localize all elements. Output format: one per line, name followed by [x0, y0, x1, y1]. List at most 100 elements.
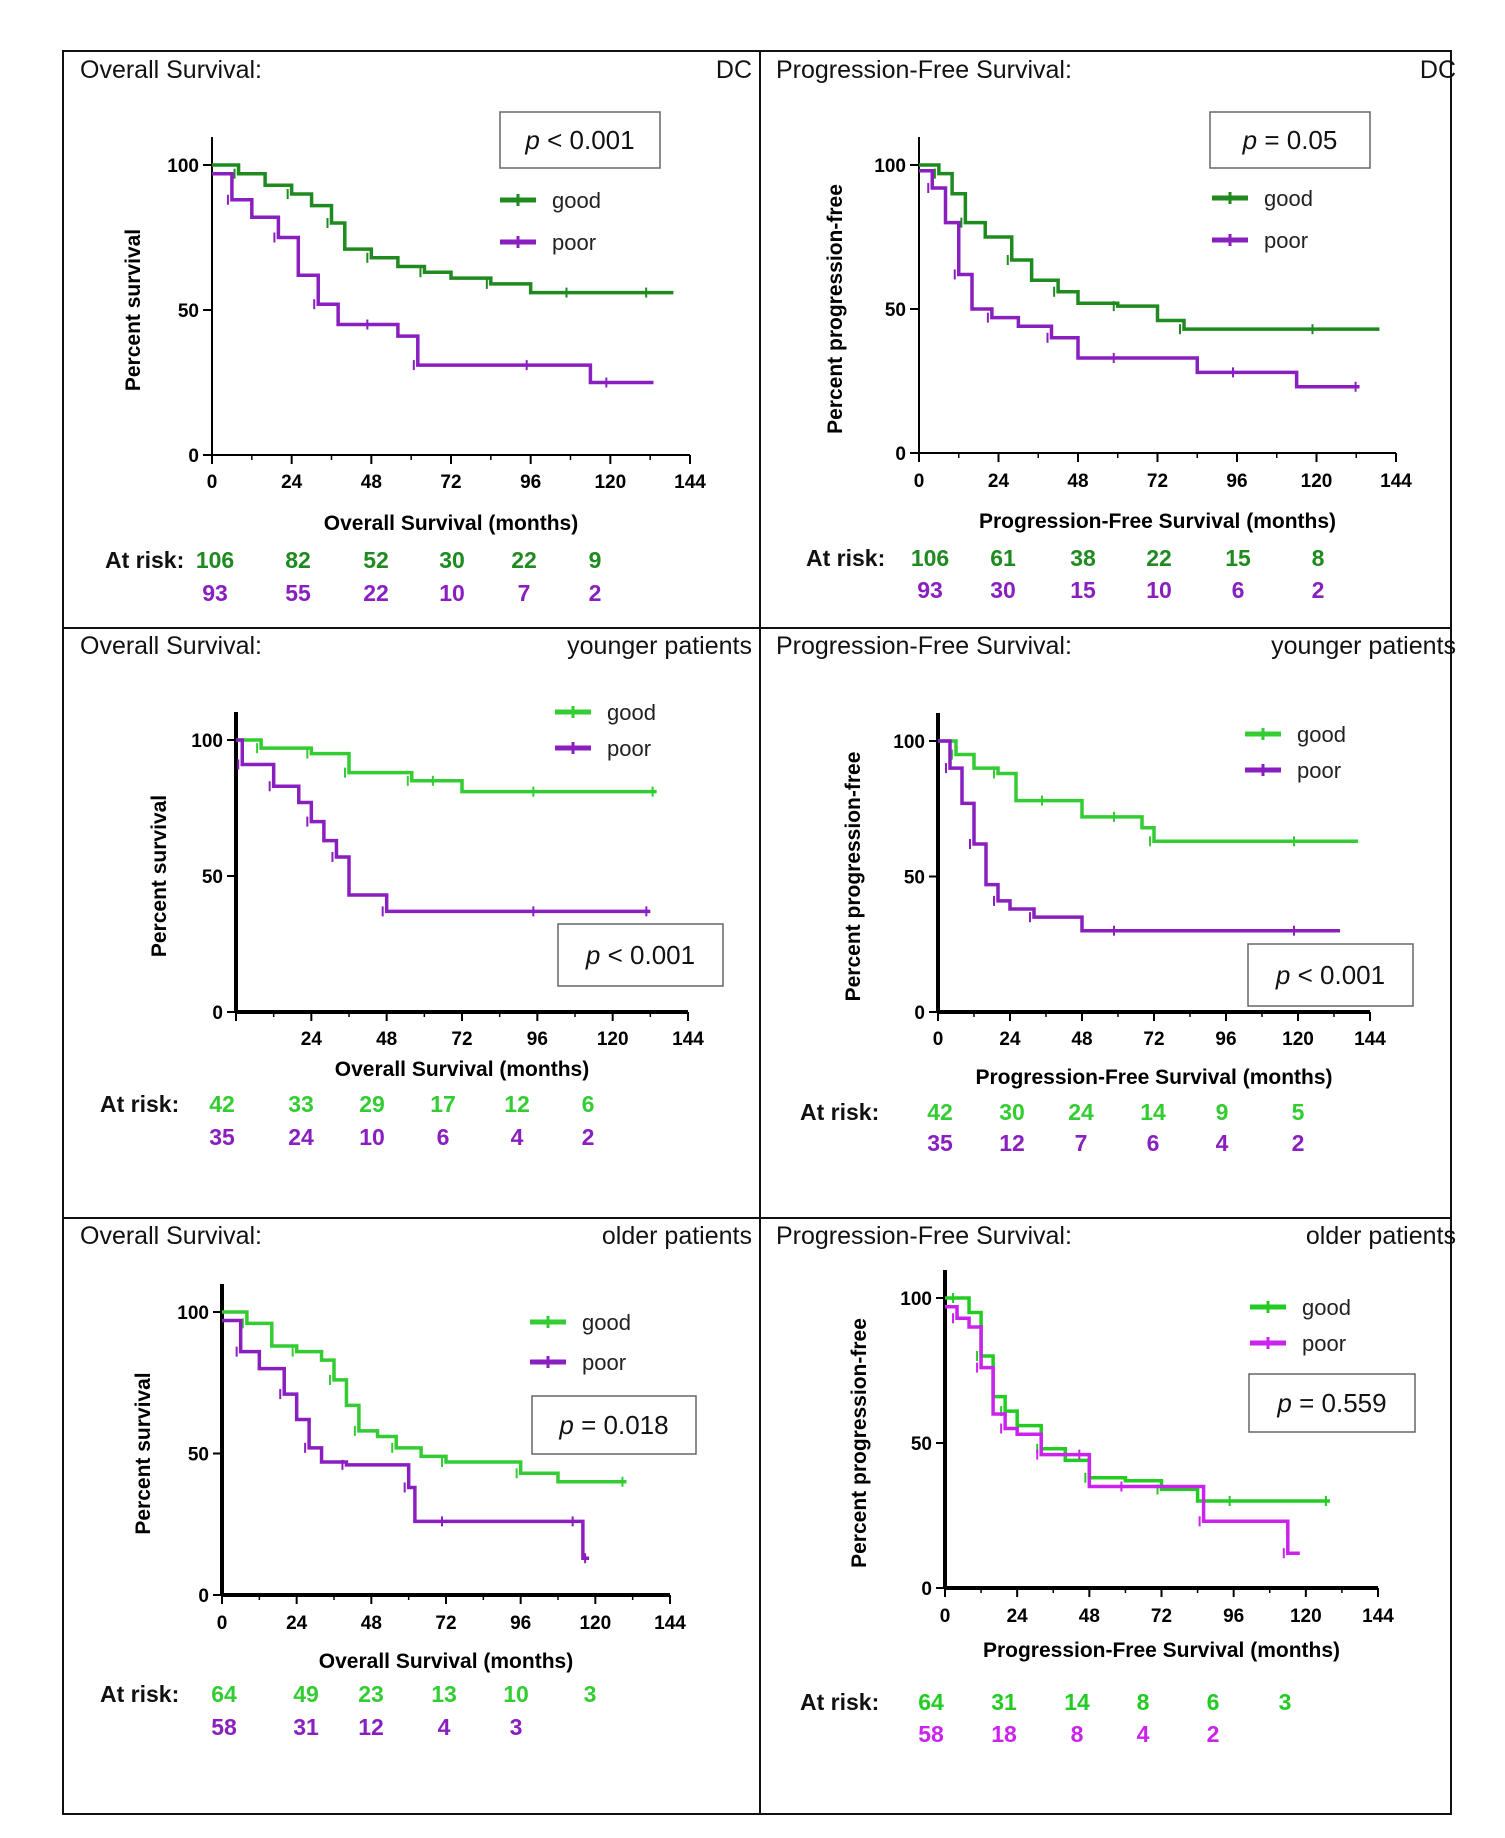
at-risk-count-poor: 12	[358, 1714, 384, 1740]
legend-label-good: good	[1264, 186, 1313, 211]
x-tick-label: 96	[510, 1613, 531, 1634]
legend-label-poor: poor	[1264, 228, 1308, 253]
y-axis-label: Percent progression-free	[842, 752, 865, 1002]
at-risk-count-good: 106	[911, 545, 949, 571]
x-tick-label: 24	[281, 472, 303, 493]
y-tick-label: 100	[900, 1289, 932, 1310]
y-tick-label: 0	[212, 1003, 223, 1024]
x-tick-label: 0	[217, 1613, 228, 1634]
y-tick-label: 100	[874, 156, 906, 177]
at-risk-count-good: 6	[1207, 1689, 1220, 1715]
figure-grid	[62, 50, 1452, 1815]
at-risk-count-good: 15	[1225, 545, 1251, 571]
panel-tag: DC	[1420, 56, 1456, 84]
x-axis-label: Progression-Free Survival (months)	[979, 510, 1336, 533]
at-risk-count-poor: 30	[990, 577, 1016, 603]
km-curve-poor	[919, 169, 1360, 389]
x-tick-label: 24	[286, 1613, 308, 1634]
y-axis-label: Percent survival	[122, 229, 145, 391]
pvalue-box	[557, 923, 724, 987]
at-risk-count-good: 24	[1068, 1099, 1094, 1125]
x-tick-label: 144	[654, 1613, 686, 1634]
at-risk-label: At risk:	[800, 1689, 879, 1715]
at-risk-count-poor: 18	[991, 1721, 1017, 1747]
at-risk-count-good: 8	[1312, 545, 1325, 571]
at-risk-count-poor: 6	[1147, 1130, 1160, 1156]
panel-tag: DC	[716, 56, 752, 84]
x-tick-label: 96	[520, 472, 541, 493]
at-risk-count-good: 30	[999, 1099, 1025, 1125]
x-tick-label: 0	[207, 472, 218, 493]
at-risk-count-poor: 35	[209, 1124, 235, 1150]
at-risk-count-good: 106	[196, 547, 234, 573]
pvalue-value: < 0.001	[600, 940, 695, 970]
at-risk-label: At risk:	[806, 545, 885, 571]
x-tick-label: 96	[1226, 471, 1247, 492]
x-tick-label: 48	[1071, 1029, 1092, 1050]
at-risk-count-good: 64	[918, 1689, 944, 1715]
x-tick-label: 96	[1215, 1029, 1236, 1050]
at-risk-label: At risk:	[100, 1681, 179, 1707]
y-axis-label: Percent survival	[148, 795, 171, 957]
pvalue-symbol: p	[1242, 125, 1257, 155]
at-risk-count-poor: 7	[1075, 1130, 1088, 1156]
at-risk-label: At risk:	[800, 1099, 879, 1125]
at-risk-count-poor: 6	[1232, 577, 1245, 603]
chart-panel-5: Overall Survival: older patients 0 24 48 72 96…	[80, 1222, 752, 1740]
legend-label-poor: poor	[582, 1350, 626, 1375]
km-curve-good	[236, 738, 657, 794]
at-risk-count-poor: 93	[202, 580, 228, 606]
at-risk-count-good: 6	[582, 1091, 595, 1117]
chart-panel-1: Overall Survival: DC0 24 48 72 96 120 144050100…	[80, 56, 752, 606]
row-divider-2	[64, 1217, 1450, 1219]
pvalue-text: p < 0.001	[585, 940, 695, 970]
at-risk-count-good: 22	[511, 547, 537, 573]
y-tick-label: 100	[893, 732, 925, 753]
at-risk-count-good: 29	[359, 1091, 385, 1117]
at-risk-label: At risk:	[105, 547, 184, 573]
at-risk-count-poor: 93	[917, 577, 943, 603]
x-axis-label: Overall Survival (months)	[319, 1650, 573, 1673]
at-risk-count-poor: 12	[999, 1130, 1025, 1156]
x-tick-label: 0	[933, 1029, 944, 1050]
at-risk-count-poor: 15	[1070, 577, 1096, 603]
y-tick-label: 50	[188, 1445, 209, 1466]
pvalue-symbol: p	[1275, 960, 1290, 990]
km-curve-poor	[212, 171, 654, 385]
pvalue-box	[1247, 943, 1414, 1007]
x-tick-label: 96	[527, 1029, 548, 1050]
legend-label-good: good	[607, 700, 656, 725]
at-risk-count-good: 17	[430, 1091, 456, 1117]
km-curve-poor	[236, 738, 651, 914]
x-tick-label: 24	[988, 471, 1010, 492]
pvalue-symbol: p	[524, 125, 539, 155]
x-tick-label: 72	[435, 1613, 456, 1634]
y-axis-label: Percent progression-free	[848, 1318, 871, 1568]
at-risk-count-good: 10	[503, 1681, 529, 1707]
x-tick-label: 72	[1151, 1606, 1172, 1627]
x-tick-label: 24	[1007, 1606, 1029, 1627]
x-tick-label: 144	[672, 1029, 704, 1050]
at-risk-count-good: 9	[589, 547, 602, 573]
km-curve-good	[919, 163, 1380, 331]
pvalue-box	[1248, 1373, 1416, 1433]
km-curve-poor	[938, 739, 1340, 933]
at-risk-count-good: 3	[584, 1681, 597, 1707]
x-axis-label: Overall Survival (months)	[324, 512, 578, 535]
at-risk-count-good: 22	[1146, 545, 1172, 571]
km-curve-poor	[945, 1304, 1300, 1555]
y-axis-label: Percent progression-free	[824, 184, 847, 434]
at-risk-count-good: 38	[1070, 545, 1096, 571]
x-tick-label: 24	[301, 1029, 323, 1050]
legend-label-good: good	[1302, 1295, 1351, 1320]
chart-panel-4: Progression-Free Survival: younger patien…	[776, 632, 1456, 1156]
at-risk-count-poor: 2	[1312, 577, 1325, 603]
at-risk-count-poor: 7	[518, 580, 531, 606]
y-tick-label: 0	[895, 444, 906, 465]
at-risk-count-poor: 3	[510, 1714, 523, 1740]
km-curve-good	[938, 739, 1358, 844]
pvalue-symbol: p	[585, 940, 600, 970]
at-risk-count-good: 42	[209, 1091, 235, 1117]
y-tick-label: 100	[167, 156, 199, 177]
at-risk-count-poor: 4	[1216, 1130, 1229, 1156]
